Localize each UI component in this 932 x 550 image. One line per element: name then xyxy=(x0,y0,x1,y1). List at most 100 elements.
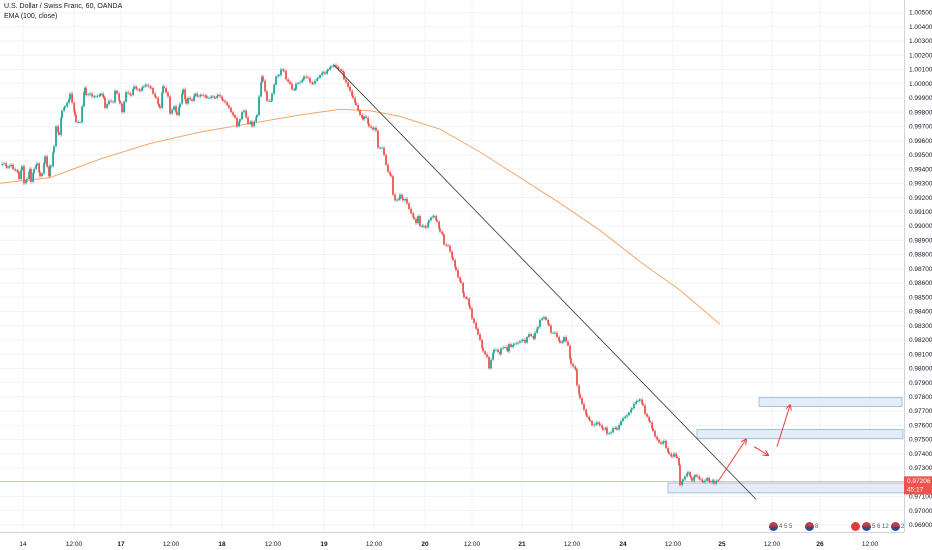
candle-body xyxy=(66,102,68,107)
resistance-zone-2[interactable] xyxy=(758,397,903,407)
ema-indicator-label[interactable]: EMA (100, close) xyxy=(4,13,58,20)
ema-line-layer xyxy=(0,108,721,325)
candle-body xyxy=(586,414,588,417)
trendline-layer[interactable] xyxy=(333,64,757,500)
candle-body xyxy=(608,433,610,434)
candle-body xyxy=(314,80,316,84)
candle-body xyxy=(504,346,506,348)
candle-body xyxy=(58,132,60,135)
candle-body xyxy=(169,96,171,114)
y-tick-label: 1.00400 xyxy=(909,24,932,31)
candle-body xyxy=(488,356,490,369)
candle-body xyxy=(253,121,255,127)
us-events-badge-3[interactable]: 5 6 12 xyxy=(862,522,889,531)
candle-body xyxy=(322,72,324,74)
candle-body xyxy=(565,337,567,342)
candle-body xyxy=(363,116,365,120)
candle-body xyxy=(639,399,641,401)
candle-body xyxy=(108,100,110,105)
candle-body xyxy=(390,174,392,177)
candle-body xyxy=(3,163,5,165)
us-events-badge-1[interactable]: 4 5 5 xyxy=(769,522,792,531)
candle-body xyxy=(307,77,309,79)
candle-body xyxy=(102,93,104,97)
candle-body xyxy=(499,352,501,355)
candle-body xyxy=(521,340,523,342)
candle-body xyxy=(112,101,114,103)
projection-arrows-layer[interactable] xyxy=(717,405,790,482)
symbol-title[interactable]: U.S. Dollar / Swiss Franc, 60, OANDA xyxy=(4,3,123,10)
y-tick-label: 0.97700 xyxy=(909,408,932,415)
candle-body xyxy=(635,401,637,404)
candle-body xyxy=(442,233,444,235)
candle-body xyxy=(502,347,504,349)
y-tick-label: 0.99400 xyxy=(909,166,932,173)
candle-body xyxy=(103,96,105,98)
candle-body xyxy=(228,105,230,108)
candle-body xyxy=(260,82,262,97)
candle-body xyxy=(612,428,614,433)
candle-body xyxy=(601,425,603,429)
us-events-badge-4[interactable]: 2 xyxy=(891,522,904,531)
candle-body xyxy=(392,176,394,195)
candle-body xyxy=(492,352,494,360)
candle-body xyxy=(251,122,253,127)
candle-body xyxy=(357,105,359,111)
candle-body xyxy=(668,452,670,454)
candle-body xyxy=(658,439,660,443)
candle-body xyxy=(567,341,569,346)
price-axis[interactable]: 1.00500 1.00400 1.00300 1.00200 1.00100 1.000… xyxy=(904,0,932,532)
y-tick-label: 0.98500 xyxy=(909,294,932,301)
candle-body xyxy=(644,405,646,414)
us-events-badge-2[interactable]: 8 xyxy=(805,522,818,531)
candle-body xyxy=(1,164,3,165)
candle-body xyxy=(468,298,470,306)
candle-body xyxy=(299,82,301,84)
candle-body xyxy=(616,428,618,430)
candle-body xyxy=(60,117,62,135)
candle-body xyxy=(165,87,167,93)
candle-body xyxy=(638,400,640,402)
candle-body xyxy=(649,420,651,423)
candle-body xyxy=(699,478,701,480)
candle-body xyxy=(167,92,169,97)
y-tick-label: 0.98700 xyxy=(909,266,932,273)
candle-body xyxy=(477,328,479,335)
support-zone[interactable] xyxy=(667,482,913,494)
projection-arrow[interactable] xyxy=(753,446,768,456)
candle-body xyxy=(530,334,532,336)
candle-body xyxy=(678,457,680,466)
candle-body xyxy=(536,328,538,333)
trendline[interactable] xyxy=(333,64,757,500)
projection-arrow[interactable] xyxy=(776,405,790,447)
candle-body xyxy=(175,106,177,113)
candle-body xyxy=(533,337,535,339)
candle-body xyxy=(387,164,389,172)
time-axis[interactable]: 14 12:00 17 12:00 18 12:00 19 12:00 20 12:00 21 12:… xyxy=(0,532,904,549)
candle-body xyxy=(572,364,574,367)
candle-body xyxy=(94,96,96,98)
y-tick-label: 1.00000 xyxy=(909,81,932,88)
candle-body xyxy=(243,110,245,113)
x-tick-label: 24 xyxy=(619,541,627,548)
candle-body xyxy=(89,93,91,95)
candle-body xyxy=(219,95,221,97)
candle-body xyxy=(598,422,600,425)
zone-layer[interactable] xyxy=(667,397,913,494)
event-count: 4 5 5 xyxy=(779,524,793,531)
y-tick-label: 0.99300 xyxy=(909,181,932,188)
projection-arrow[interactable] xyxy=(717,439,746,482)
candle-body xyxy=(373,127,375,130)
y-tick-label: 0.99000 xyxy=(909,223,932,230)
ch-events-badge[interactable] xyxy=(851,522,861,531)
candle-body xyxy=(524,339,526,343)
candle-body xyxy=(270,100,272,102)
candle-body xyxy=(556,332,558,338)
candle-body xyxy=(256,115,258,117)
candle-body xyxy=(624,416,626,419)
resistance-zone-1[interactable] xyxy=(696,429,904,439)
candle-body xyxy=(289,81,291,84)
candle-body xyxy=(670,453,672,456)
candle-body xyxy=(383,147,385,155)
